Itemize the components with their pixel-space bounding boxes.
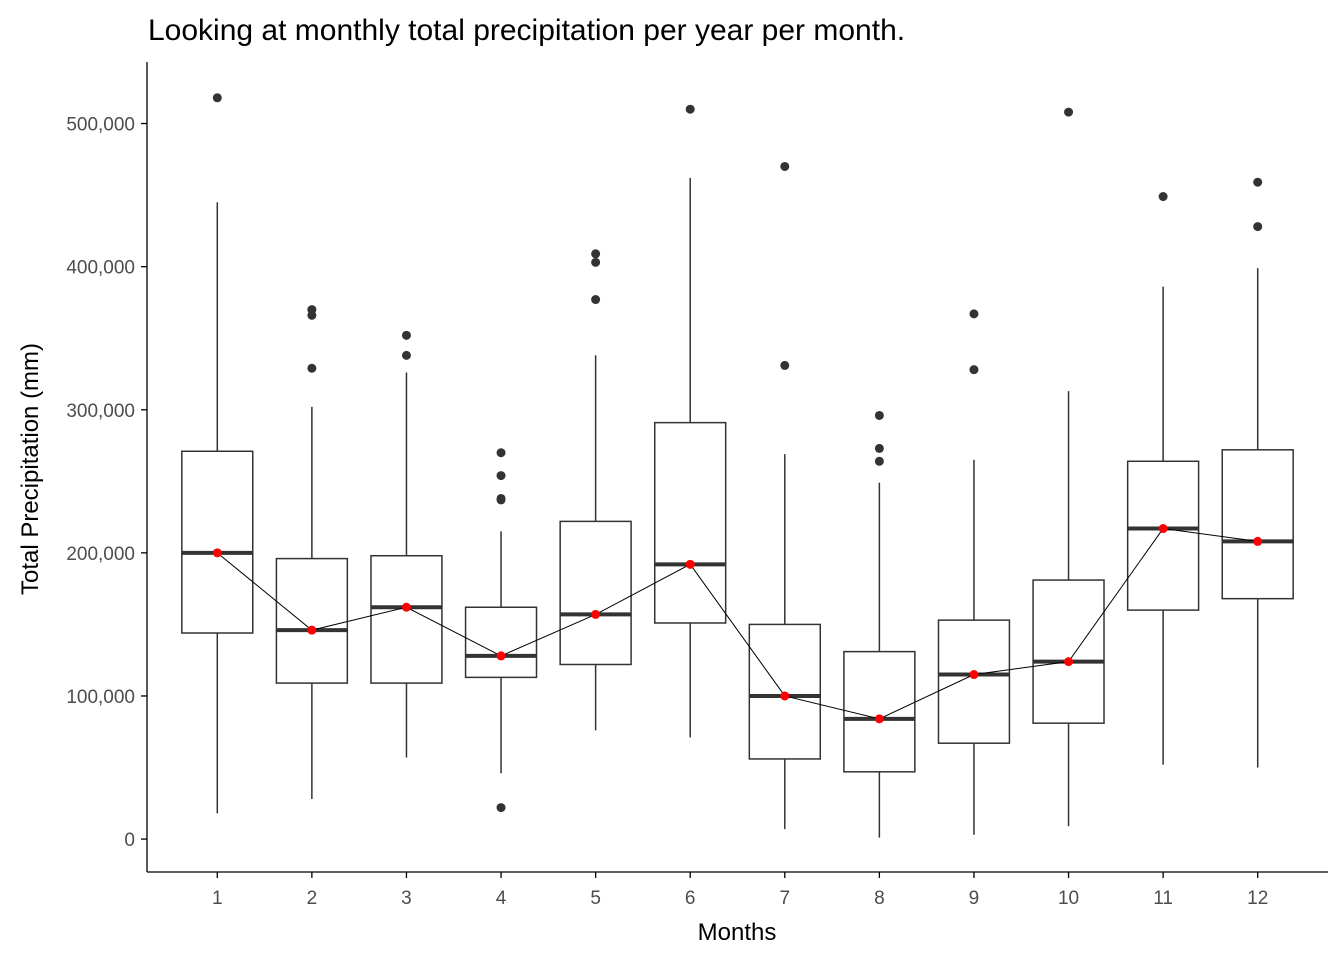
x-tick-label: 6: [685, 888, 696, 909]
box-month-3: [370, 330, 443, 758]
x-tick-label: 2: [307, 888, 318, 909]
box-month-6: [653, 104, 727, 738]
outlier-point: [1253, 222, 1263, 232]
y-tick-label: 300,000: [66, 401, 135, 422]
median-point: [307, 625, 317, 635]
x-tick-label: 12: [1247, 888, 1268, 909]
box-iqr: [653, 421, 727, 624]
box-month-4: [464, 448, 538, 813]
x-tick-label: 5: [590, 888, 601, 909]
x-tick-label: 4: [496, 888, 507, 909]
box-month-11: [1126, 192, 1200, 765]
outlier-point: [496, 803, 506, 813]
box-iqr: [843, 650, 916, 773]
box-month-8: [843, 410, 916, 838]
median-point: [685, 559, 695, 569]
box-month-5: [559, 249, 632, 731]
outlier-point: [1253, 177, 1263, 187]
outlier-point: [874, 456, 884, 466]
median-point: [1064, 657, 1074, 667]
median-point: [401, 602, 411, 612]
median-point: [874, 714, 884, 724]
chart-title: Looking at monthly total precipitation p…: [148, 14, 905, 47]
outlier-point: [307, 363, 317, 373]
y-tick-label: 200,000: [66, 544, 135, 565]
box-month-9: [937, 309, 1011, 835]
outlier-point: [780, 360, 790, 370]
box-iqr: [464, 606, 538, 679]
box-month-1: [181, 93, 254, 814]
box-iqr: [275, 557, 349, 684]
outlier-point: [212, 93, 222, 103]
median-point: [591, 609, 601, 619]
box-iqr: [1032, 579, 1105, 724]
median-point: [1158, 524, 1168, 534]
outlier-point: [969, 365, 979, 375]
x-tick-label: 8: [874, 888, 885, 909]
box-iqr: [181, 450, 254, 634]
x-tick-label: 9: [969, 888, 980, 909]
box-month-12: [1221, 177, 1294, 768]
median-trend-line: [216, 528, 1258, 720]
outlier-point: [496, 471, 506, 481]
outlier-point: [591, 295, 601, 305]
y-tick-label: 400,000: [66, 258, 135, 279]
box-iqr: [370, 554, 443, 684]
y-tick-label: 500,000: [66, 115, 135, 136]
outlier-point: [874, 443, 884, 453]
y-tick-label: 0: [124, 830, 135, 851]
median-point: [212, 548, 222, 558]
outlier-point: [496, 448, 506, 458]
box-iqr: [1221, 449, 1294, 600]
outlier-point: [591, 257, 601, 267]
outlier-point: [780, 161, 790, 171]
box-iqr: [937, 619, 1011, 744]
x-axis-title: Months: [698, 919, 777, 946]
median-point: [1253, 536, 1263, 546]
y-tick-label: 100,000: [66, 687, 135, 708]
median-point: [969, 670, 979, 680]
median-point: [780, 691, 790, 701]
outlier-point: [969, 309, 979, 319]
x-tick-label: 3: [401, 888, 412, 909]
box-month-7: [748, 161, 822, 830]
box-month-10: [1032, 107, 1105, 827]
x-tick-label: 10: [1058, 888, 1079, 909]
outlier-point: [401, 330, 411, 340]
outlier-point: [591, 249, 601, 259]
x-tick-label: 11: [1153, 888, 1173, 909]
outlier-point: [307, 305, 317, 315]
y-axis-title: Total Precipitation (mm): [17, 343, 44, 595]
outlier-point: [1158, 192, 1168, 202]
outlier-point: [874, 410, 884, 420]
x-tick-label: 1: [212, 888, 223, 909]
box-iqr: [559, 520, 632, 666]
outlier-point: [685, 104, 695, 114]
box-iqr: [1126, 460, 1200, 611]
box-month-2: [275, 305, 349, 800]
x-tick-label: 7: [780, 888, 791, 909]
median-point: [496, 651, 506, 661]
outlier-point: [1064, 107, 1074, 117]
outlier-point: [496, 493, 506, 503]
outlier-point: [401, 350, 411, 360]
plot-area: [181, 93, 1294, 838]
